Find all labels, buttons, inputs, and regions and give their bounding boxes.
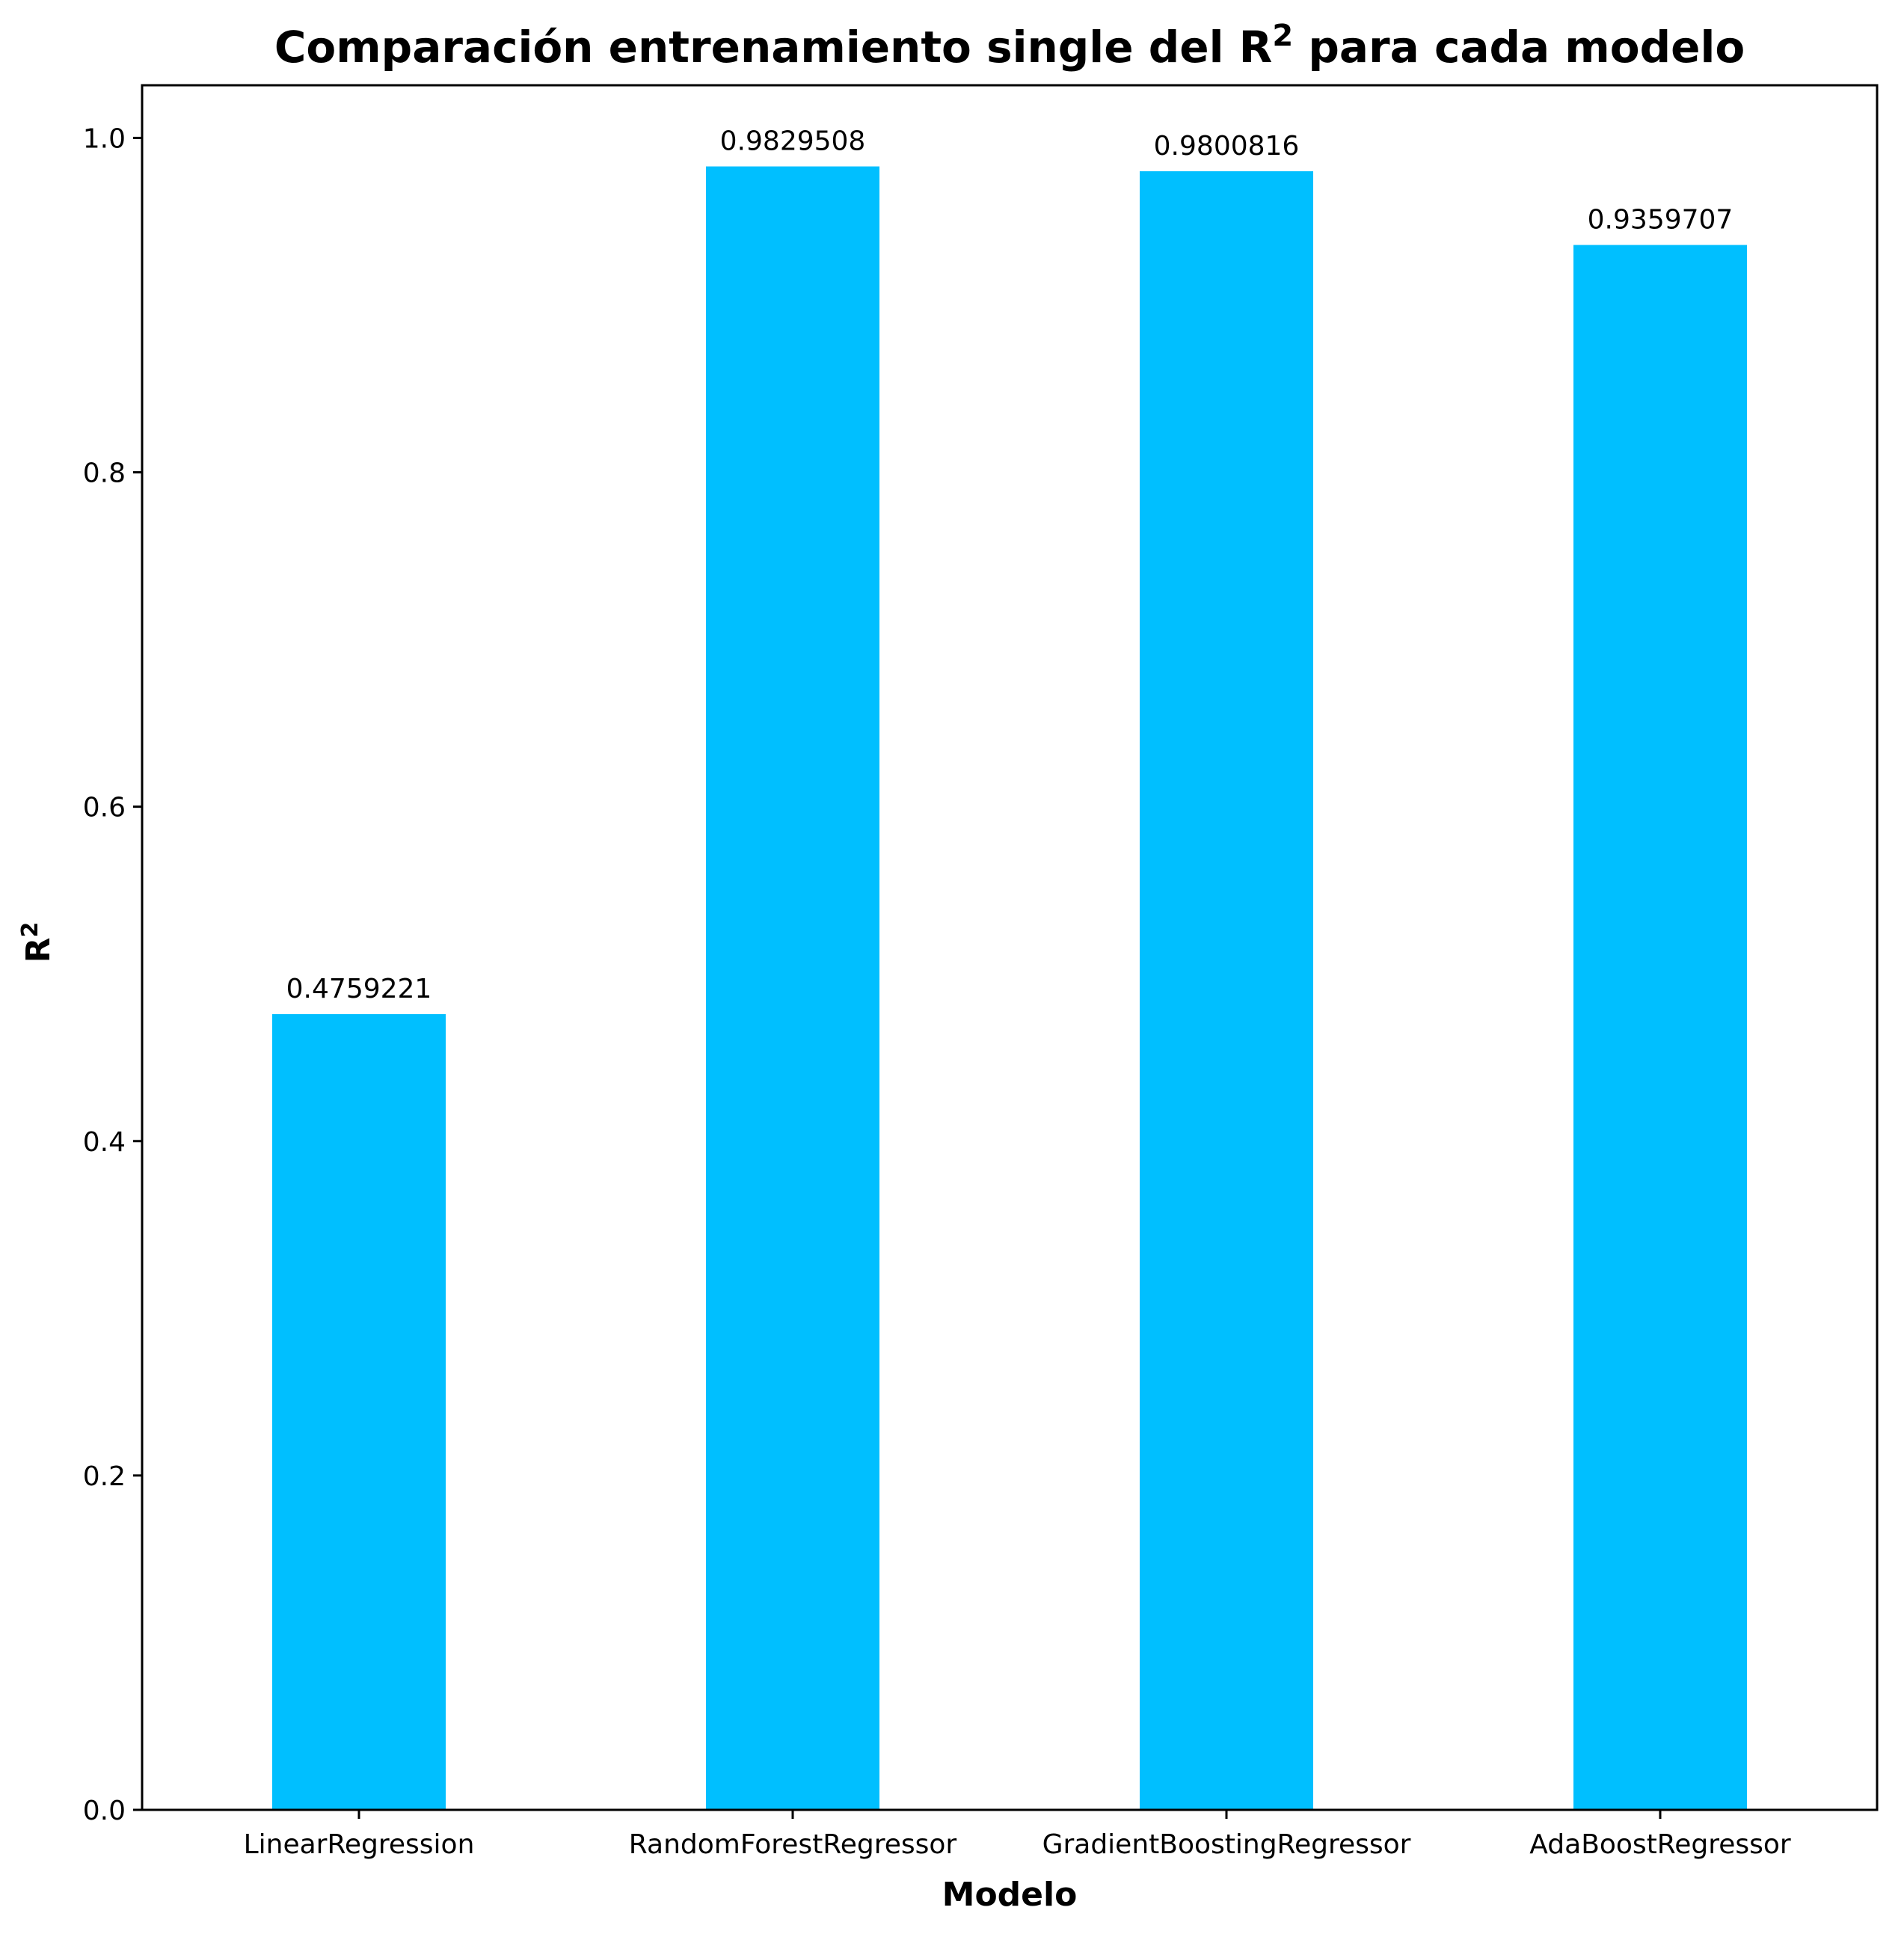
y-tick-label: 0.2 (83, 1461, 126, 1492)
value-labels-group: 0.4759221 0.9829508 0.9800816 0.9359707 (286, 126, 1733, 1005)
x-axis: LinearRegression RandomForestRegressor Gra… (244, 1810, 1791, 1860)
y-tick-label: 0.6 (83, 793, 126, 823)
y-tick-label: 0.4 (83, 1127, 126, 1158)
y-tick-label: 0.0 (83, 1796, 126, 1826)
value-label: 0.4759221 (286, 974, 432, 1004)
x-tick-label: AdaBoostRegressor (1529, 1829, 1791, 1860)
y-tick-label: 1.0 (83, 123, 126, 154)
y-tick-label: 0.8 (83, 458, 126, 489)
chart-title-suffix: para cada modelo (1293, 22, 1745, 73)
bar-gradientboostingregressor (1140, 171, 1313, 1810)
bar-adaboostregressor (1573, 245, 1747, 1811)
chart-title: Comparación entrenamiento single del R2 … (274, 19, 1745, 73)
value-label: 0.9359707 (1588, 205, 1733, 236)
y-axis-label-main: R (19, 937, 58, 963)
bar-linearregression (272, 1014, 446, 1810)
x-axis-label: Modelo (942, 1876, 1078, 1914)
y-axis-label: R2 (17, 922, 58, 963)
bars-group (272, 166, 1747, 1811)
chart-title-main: Comparación entrenamiento single del R (274, 22, 1272, 73)
x-tick-label: RandomForestRegressor (629, 1829, 957, 1860)
x-tick-label: LinearRegression (244, 1829, 475, 1860)
chart-title-superscript: 2 (1272, 19, 1293, 53)
bar-randomforestregressor (706, 166, 879, 1810)
x-tick-label: GradientBoostingRegressor (1042, 1829, 1411, 1860)
value-label: 0.9800816 (1154, 131, 1300, 162)
y-axis: 0.0 0.2 0.4 0.6 0.8 1.0 (83, 123, 142, 1826)
plot-frame (141, 84, 1879, 1811)
value-label: 0.9829508 (720, 126, 866, 157)
y-axis-label-superscript: 2 (17, 922, 43, 938)
